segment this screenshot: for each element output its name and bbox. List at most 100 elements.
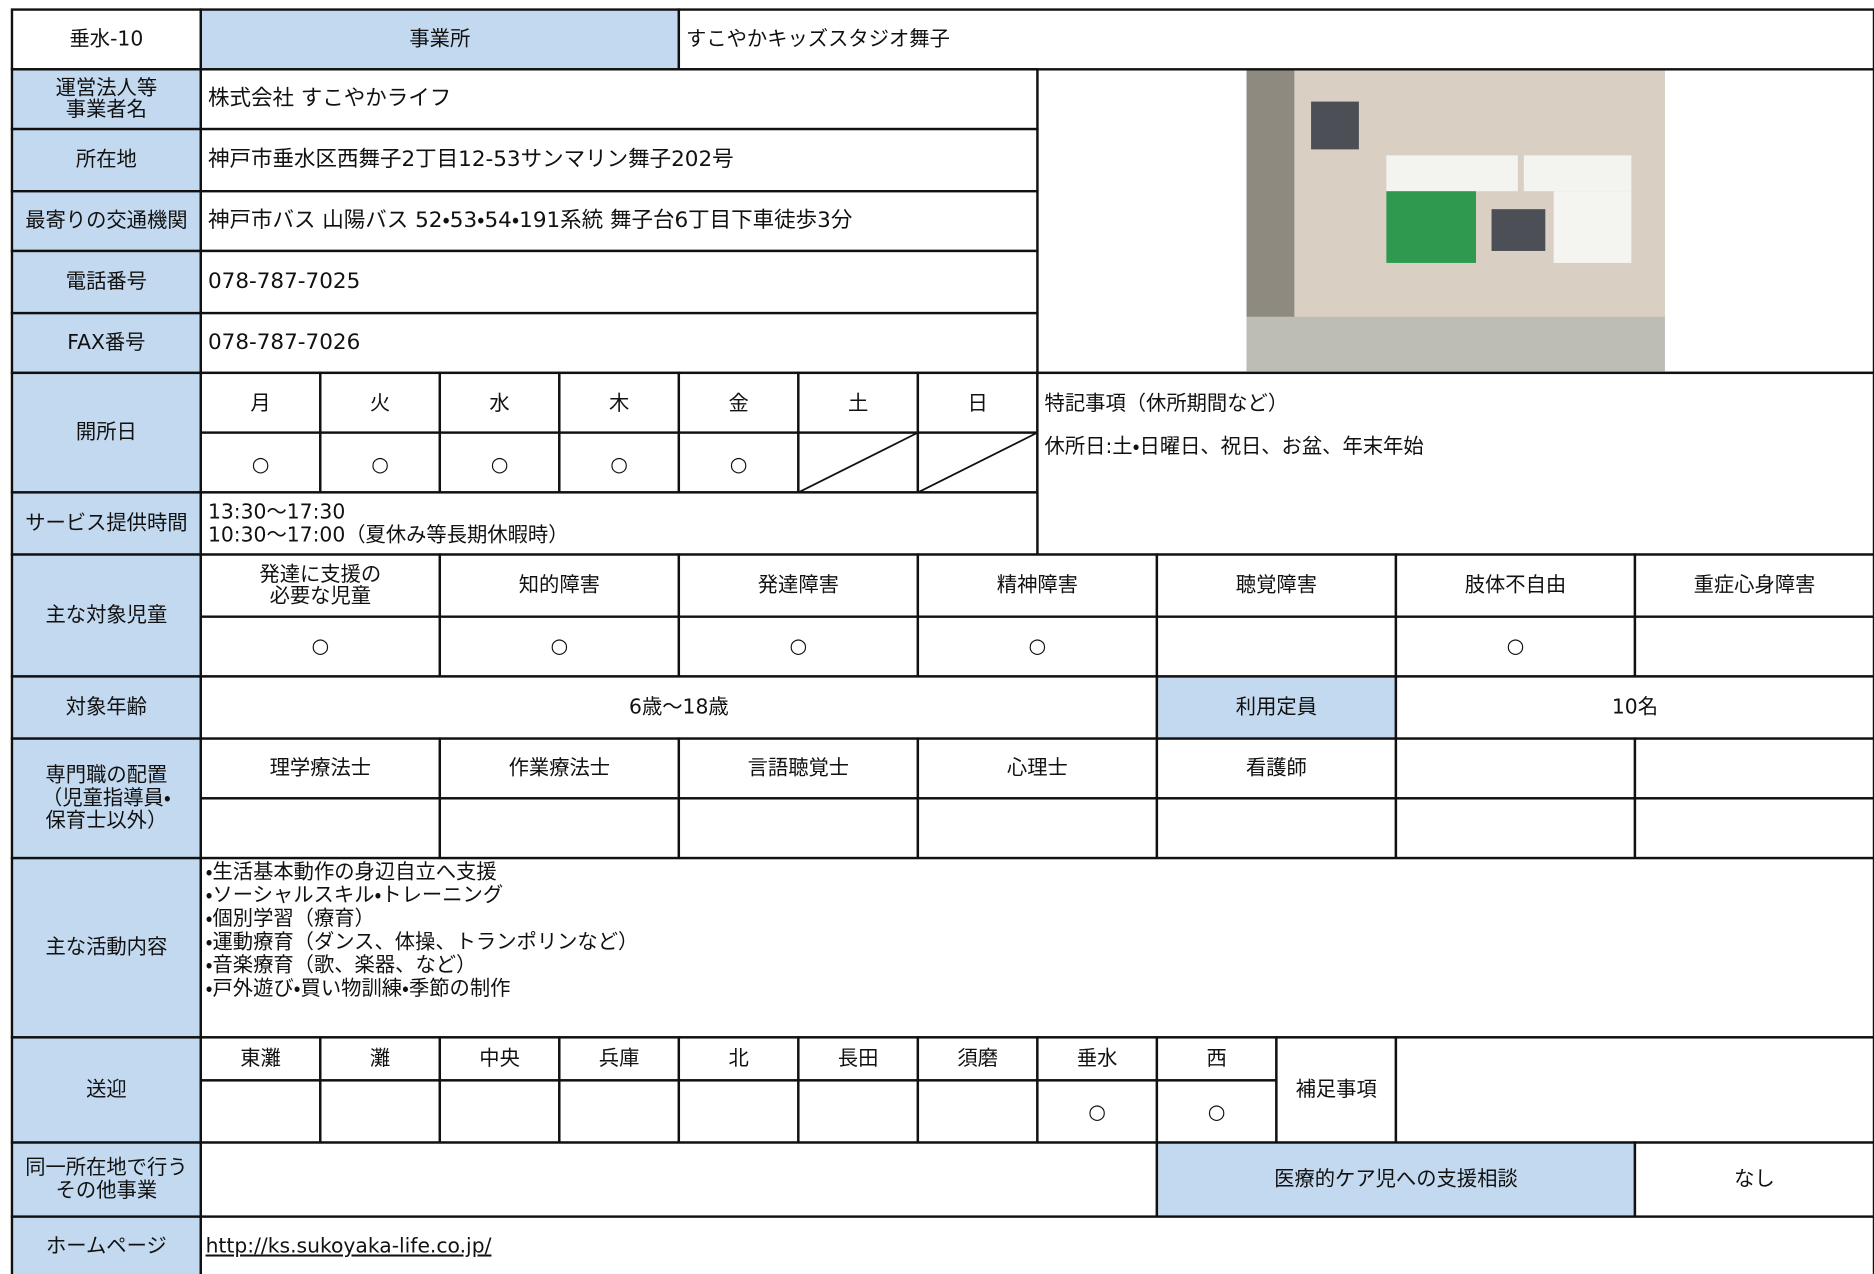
target-category: 聴覚障害 [1236, 573, 1317, 597]
cell [199, 797, 442, 860]
note-label: 補足事項 [1296, 1077, 1377, 1101]
cell [199, 68, 1039, 131]
cell [916, 371, 1039, 434]
cell [199, 615, 442, 678]
cell [199, 1215, 1874, 1274]
cell [10, 311, 202, 375]
cell [199, 1079, 322, 1144]
row-label: 所在地 [76, 147, 137, 171]
day-mark: ○ [252, 452, 270, 476]
activity: ・戸外遊び・買い物訓練・季節の制作 [206, 976, 511, 1000]
cell [10, 190, 202, 253]
cell [438, 431, 561, 494]
cell [677, 371, 800, 434]
staff-role: 心理士 [1007, 755, 1068, 779]
target-category: 重症心身障害 [1694, 573, 1816, 597]
row-label: ホームページ [46, 1234, 167, 1258]
day: 土 [848, 391, 868, 415]
cell [1394, 1036, 1874, 1144]
area: 長田 [838, 1046, 879, 1070]
cell [1394, 675, 1874, 740]
day: 水 [489, 391, 509, 415]
cell [677, 615, 920, 678]
target-mark: ○ [1507, 634, 1525, 658]
homepage-link[interactable]: http://ks.sukoyaka-life.co.jp/ [206, 1234, 492, 1258]
cell [199, 371, 322, 434]
cell [1155, 553, 1398, 618]
area-mark: ○ [1208, 1100, 1226, 1124]
staff-role: 作業療法士 [509, 755, 610, 779]
cell [1036, 1079, 1159, 1144]
cell [10, 553, 202, 678]
cell [677, 431, 800, 494]
day-mark: ○ [610, 452, 628, 476]
cell [438, 1079, 561, 1144]
target-category: 発達障害 [758, 573, 839, 597]
photo-fence [1246, 316, 1665, 373]
medical-label: 医療的ケア児への支援相談 [1274, 1167, 1518, 1191]
target-category: 精神障害 [997, 573, 1078, 597]
closed-slash [917, 431, 1038, 494]
staff-role: 看護師 [1246, 755, 1307, 779]
cell [1155, 675, 1398, 740]
cell [558, 371, 681, 434]
cell [199, 1141, 1159, 1218]
target-category: 肢体不自由 [1465, 573, 1566, 597]
cell [10, 1036, 202, 1144]
cell [797, 1079, 920, 1144]
row-label: 開所日 [76, 420, 137, 444]
row-label: その他事業 [56, 1178, 157, 1202]
capacity: 10名 [1612, 695, 1658, 719]
capacity-label: 利用定員 [1236, 695, 1317, 719]
target-category: 知的障害 [519, 573, 600, 597]
cell [916, 1079, 1039, 1144]
staff-role: 理学療法士 [270, 755, 371, 779]
cell [199, 311, 1039, 375]
row-label: 対象年齢 [66, 695, 147, 719]
cell [319, 371, 442, 434]
cell [438, 553, 681, 618]
cell [677, 737, 920, 800]
row-label: 送迎 [86, 1077, 127, 1101]
area: 須磨 [957, 1046, 998, 1070]
cell [10, 127, 202, 193]
staff-role: 言語聴覚士 [748, 755, 849, 779]
area: 兵庫 [599, 1046, 640, 1070]
note-label: 特記事項（休所期間など） [1045, 391, 1289, 415]
day: 金 [728, 391, 748, 415]
hours: 10:30〜17:00（夏休み等長期休暇時） [208, 522, 569, 546]
age: 6歳〜18歳 [629, 695, 729, 719]
day: 火 [370, 391, 390, 415]
row-label: 事業者名 [66, 97, 147, 121]
row-label: 最寄りの交通機関 [25, 208, 187, 232]
cell [1394, 737, 1637, 800]
cell [319, 1079, 442, 1144]
target-mark: ○ [311, 634, 329, 658]
area-mark: ○ [1088, 1100, 1106, 1124]
cell [10, 1141, 202, 1218]
cell [438, 797, 681, 860]
cell [677, 797, 920, 860]
cell [677, 1036, 800, 1082]
day: 月 [250, 391, 270, 415]
cell [199, 675, 1159, 740]
cell [916, 1036, 1039, 1082]
activity: ・個別学習（療育） [206, 906, 375, 930]
cell [438, 1036, 561, 1082]
photo-window [1311, 101, 1359, 150]
row-value: 株式会社 すこやかライフ [208, 86, 451, 111]
cell [1155, 797, 1398, 860]
cell [558, 1079, 681, 1144]
area: 北 [728, 1046, 748, 1070]
cell [10, 1215, 202, 1274]
cell [1633, 737, 1874, 800]
row-label: （児童指導員・ [42, 785, 171, 809]
cell [10, 249, 202, 315]
cell [10, 737, 202, 860]
cell [1155, 737, 1398, 800]
closed-slash [797, 431, 919, 494]
row-label: 電話番号 [66, 269, 147, 293]
day: 日 [967, 391, 987, 415]
cell [797, 371, 920, 434]
row-label: 主な活動内容 [45, 935, 167, 959]
